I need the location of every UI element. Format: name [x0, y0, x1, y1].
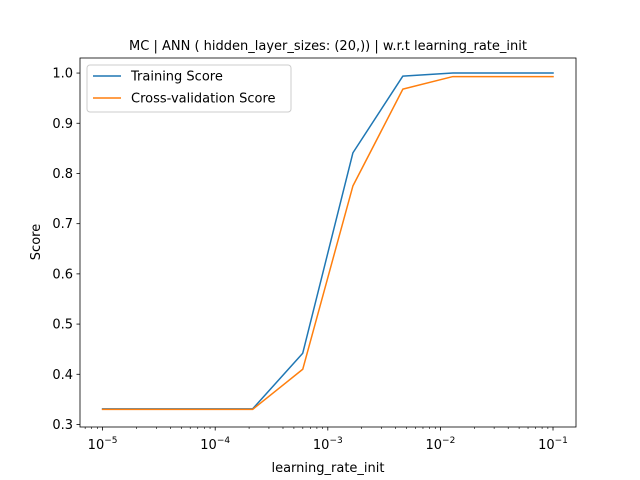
legend-label-2: Cross-validation Score: [131, 92, 276, 107]
y-tick-label-3: 0.5: [52, 318, 73, 333]
x-tick-label-5: 10−1: [538, 436, 568, 453]
y-axis-label: Score: [29, 224, 44, 260]
x-tick-label-3: 10−3: [313, 436, 343, 453]
y-tick-label-2: 0.4: [52, 368, 73, 383]
y-tick-label-6: 0.8: [52, 167, 73, 182]
y-tick-label-1: 0.3: [52, 418, 73, 433]
axes-frame: [79, 57, 577, 428]
x-tick-label-4: 10−2: [425, 436, 455, 453]
legend-box: [86, 64, 292, 113]
series-line-1: [101, 72, 554, 410]
y-tick-label-7: 0.9: [52, 117, 73, 132]
series-line-2: [101, 75, 554, 411]
legend-label-1: Training Score: [130, 70, 223, 85]
y-tick-label-5: 0.7: [52, 217, 73, 232]
plot-area: 10−5 10−4 10−3 10−2 10−1 0.3 0.4 0.5 0.6 0.7 0.8 0.…: [52, 57, 577, 453]
x-tick-label-2: 10−4: [200, 436, 230, 453]
y-tick-label-4: 0.6: [52, 267, 73, 282]
legend: Training Score Cross-validation Score: [86, 64, 292, 113]
y-tick-label-8: 1.0: [52, 67, 73, 82]
chart-title: MC | ANN ( hidden_layer_sizes: (20,)) | …: [129, 39, 527, 54]
x-tick-label-1: 10−5: [88, 436, 118, 453]
x-axis-label: learning_rate_init: [271, 461, 384, 476]
